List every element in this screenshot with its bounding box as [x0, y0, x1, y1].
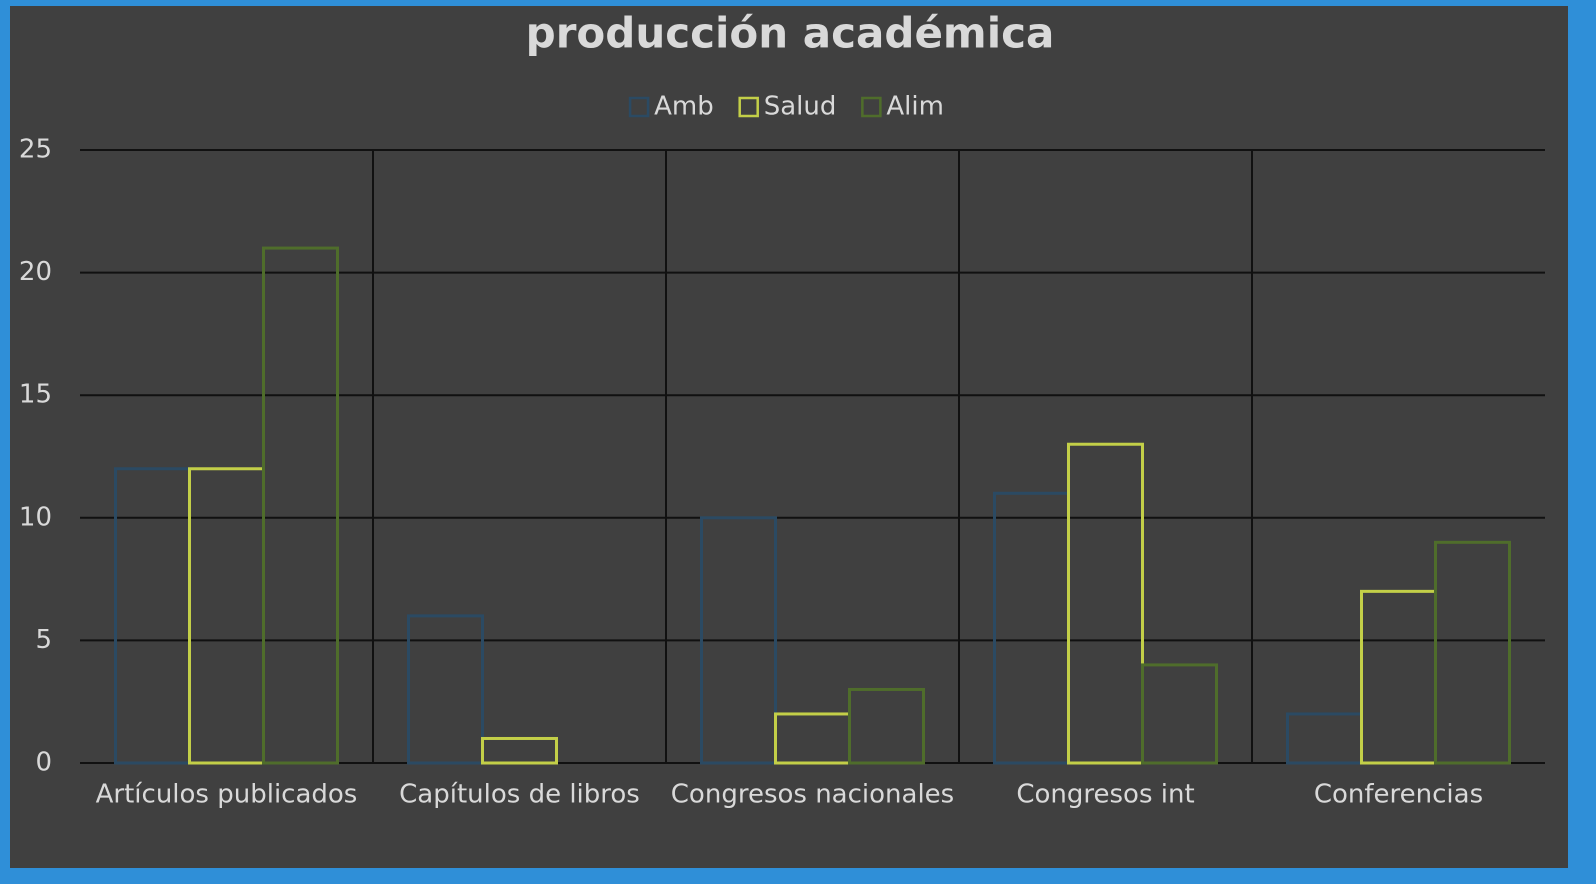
bar: [1067, 442, 1144, 765]
y-tick-label: 10: [19, 502, 52, 532]
y-tick-label: 20: [19, 257, 52, 287]
x-tick-label: Congresos int: [1016, 780, 1194, 810]
bar: [262, 246, 339, 765]
y-tick-label: 15: [19, 380, 52, 410]
bar: [407, 614, 484, 765]
legend-swatch: [861, 96, 882, 118]
bar: [848, 687, 925, 765]
x-tick-label: Conferencias: [1314, 780, 1483, 810]
chart-title: producción académica: [526, 9, 1055, 58]
y-tick-label: 25: [19, 135, 52, 165]
legend-label: Alim: [886, 92, 944, 122]
x-tick-label: Artículos publicados: [96, 780, 358, 810]
bar: [700, 516, 777, 765]
panel: [10, 6, 1568, 868]
bar: [481, 736, 558, 765]
legend-swatch: [628, 96, 650, 118]
x-tick-label: Congresos nacionales: [671, 780, 954, 810]
y-tick-label: 0: [35, 748, 52, 778]
legend-label: Amb: [654, 92, 714, 122]
x-tick-label: Capítulos de libros: [399, 780, 640, 810]
legend-swatch: [738, 96, 759, 118]
y-tick-label: 5: [35, 625, 52, 655]
bar: [1434, 540, 1511, 765]
bar: [1141, 663, 1218, 765]
legend-label: Salud: [764, 92, 837, 122]
